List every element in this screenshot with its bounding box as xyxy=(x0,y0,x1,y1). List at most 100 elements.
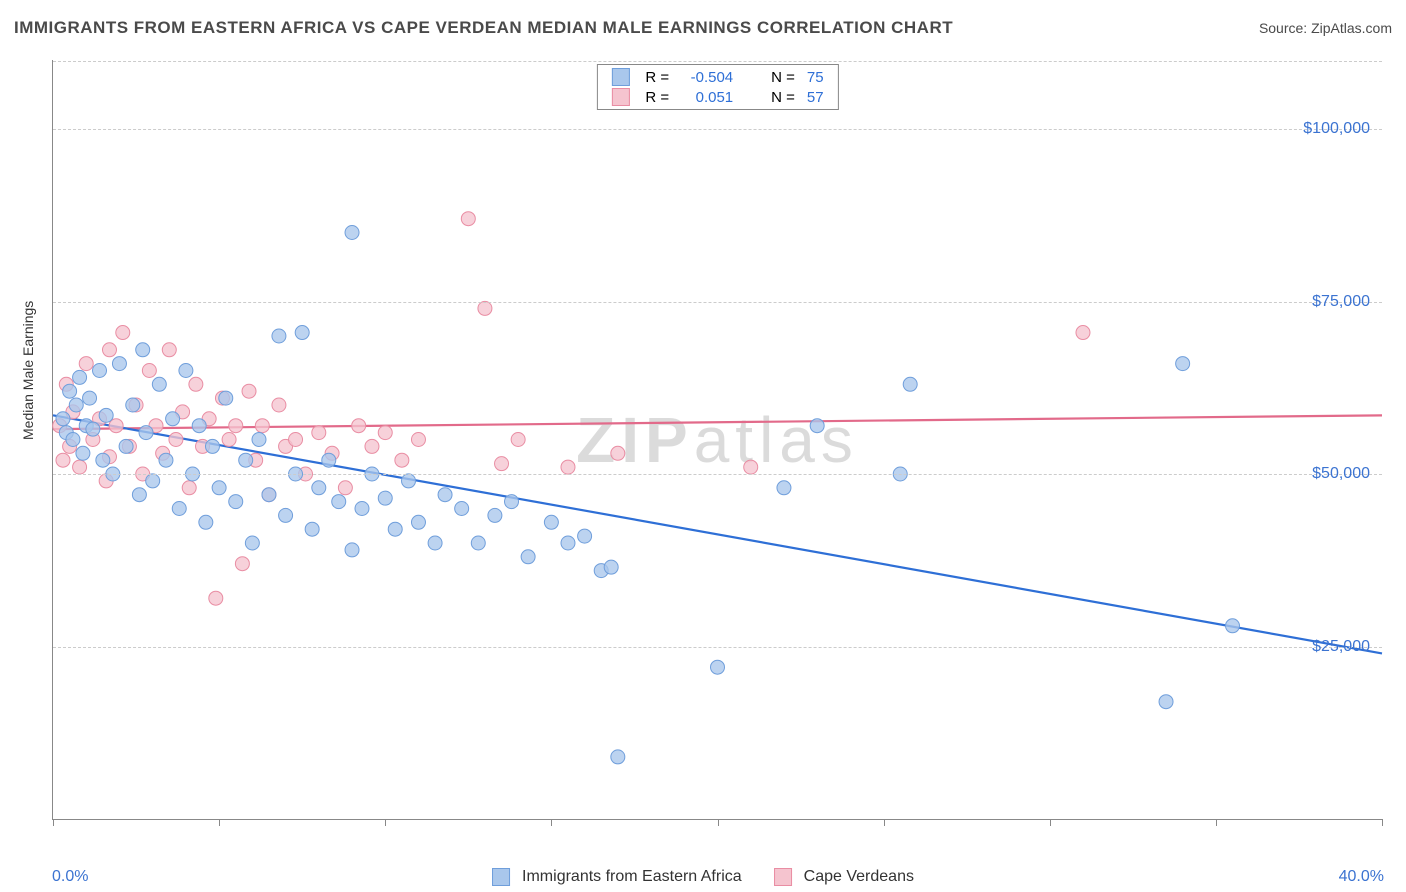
data-point-a xyxy=(99,408,113,422)
data-point-a xyxy=(903,377,917,391)
data-point-a xyxy=(219,391,233,405)
data-point-a xyxy=(455,502,469,516)
data-point-b xyxy=(116,326,130,340)
data-point-a xyxy=(604,560,618,574)
data-point-a xyxy=(345,226,359,240)
data-point-a xyxy=(471,536,485,550)
data-point-a xyxy=(1176,357,1190,371)
y-axis-label: Median Male Earnings xyxy=(20,301,36,440)
source-label: Source: ZipAtlas.com xyxy=(1259,20,1392,36)
data-point-a xyxy=(166,412,180,426)
data-point-a xyxy=(305,522,319,536)
data-point-a xyxy=(63,384,77,398)
data-point-b xyxy=(235,557,249,571)
data-point-a xyxy=(402,474,416,488)
r-value-a: -0.504 xyxy=(675,67,739,87)
data-point-a xyxy=(578,529,592,543)
data-point-a xyxy=(96,453,110,467)
data-point-a xyxy=(56,412,70,426)
swatch-series-a-bottom xyxy=(492,868,510,886)
data-point-b xyxy=(222,433,236,447)
data-point-b xyxy=(229,419,243,433)
data-point-a xyxy=(86,422,100,436)
data-point-b xyxy=(169,433,183,447)
data-point-b xyxy=(73,460,87,474)
data-point-a xyxy=(561,536,575,550)
scatter-points-layer xyxy=(53,60,1382,819)
data-point-a xyxy=(179,364,193,378)
x-max-label: 40.0% xyxy=(1339,868,1384,886)
n-value-a: 75 xyxy=(801,67,830,87)
data-point-a xyxy=(488,508,502,522)
data-point-b xyxy=(365,439,379,453)
r-value-b: 0.051 xyxy=(675,87,739,107)
data-point-a xyxy=(73,370,87,384)
data-point-a xyxy=(355,502,369,516)
data-point-a xyxy=(159,453,173,467)
data-point-a xyxy=(126,398,140,412)
data-point-a xyxy=(428,536,442,550)
data-point-a xyxy=(262,488,276,502)
data-point-a xyxy=(711,660,725,674)
data-point-b xyxy=(189,377,203,391)
data-point-a xyxy=(229,495,243,509)
data-point-a xyxy=(611,750,625,764)
data-point-b xyxy=(102,343,116,357)
data-point-b xyxy=(338,481,352,495)
y-tick-label: $75,000 xyxy=(1312,293,1370,311)
data-point-b xyxy=(162,343,176,357)
data-point-a xyxy=(345,543,359,557)
chart-title: IMMIGRANTS FROM EASTERN AFRICA VS CAPE V… xyxy=(14,18,953,38)
data-point-a xyxy=(83,391,97,405)
data-point-b xyxy=(395,453,409,467)
data-point-a xyxy=(777,481,791,495)
data-point-a xyxy=(93,364,107,378)
y-tick-label: $100,000 xyxy=(1303,120,1370,138)
data-point-a xyxy=(172,502,186,516)
data-point-a xyxy=(66,433,80,447)
data-point-a xyxy=(411,515,425,529)
data-point-b xyxy=(142,364,156,378)
data-point-b xyxy=(182,481,196,495)
data-point-b xyxy=(312,426,326,440)
data-point-a xyxy=(810,419,824,433)
legend-bottom: Immigrants from Eastern Africa Cape Verd… xyxy=(492,868,914,886)
data-point-a xyxy=(205,439,219,453)
swatch-series-a xyxy=(611,68,629,86)
data-point-a xyxy=(212,481,226,495)
data-point-b xyxy=(411,433,425,447)
data-point-b xyxy=(511,433,525,447)
legend-row-series-b: R = 0.051 N = 57 xyxy=(605,87,829,107)
plot-area: ZIPatlas R = -0.504 N = 75 R = 0.051 N =… xyxy=(52,60,1382,820)
data-point-a xyxy=(438,488,452,502)
data-point-a xyxy=(199,515,213,529)
data-point-a xyxy=(112,357,126,371)
data-point-b xyxy=(255,419,269,433)
data-point-a xyxy=(139,426,153,440)
data-point-a xyxy=(119,439,133,453)
data-point-a xyxy=(378,491,392,505)
data-point-b xyxy=(461,212,475,226)
swatch-series-b-bottom xyxy=(774,868,792,886)
data-point-a xyxy=(152,377,166,391)
data-point-a xyxy=(245,536,259,550)
data-point-a xyxy=(252,433,266,447)
data-point-a xyxy=(279,508,293,522)
data-point-a xyxy=(1225,619,1239,633)
data-point-a xyxy=(136,343,150,357)
data-point-b xyxy=(478,301,492,315)
data-point-b xyxy=(744,460,758,474)
n-value-b: 57 xyxy=(801,87,830,107)
legend-item-series-b: Cape Verdeans xyxy=(774,868,914,886)
data-point-a xyxy=(505,495,519,509)
swatch-series-b xyxy=(611,88,629,106)
x-min-label: 0.0% xyxy=(52,868,88,886)
data-point-a xyxy=(521,550,535,564)
data-point-b xyxy=(495,457,509,471)
data-point-b xyxy=(79,357,93,371)
data-point-a xyxy=(388,522,402,536)
data-point-a xyxy=(272,329,286,343)
data-point-a xyxy=(69,398,83,412)
data-point-b xyxy=(611,446,625,460)
data-point-b xyxy=(242,384,256,398)
